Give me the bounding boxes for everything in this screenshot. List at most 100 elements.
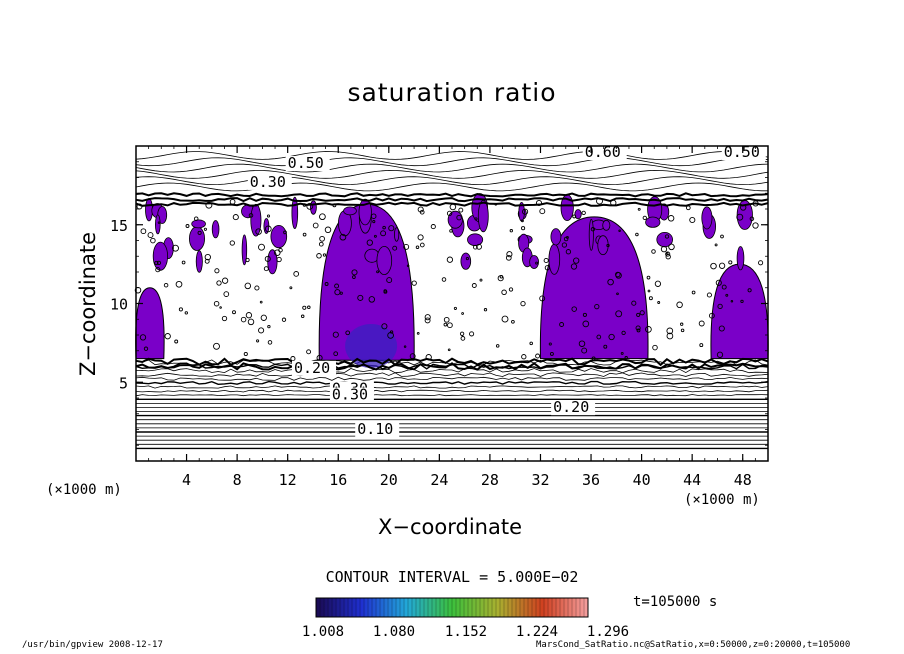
noise-contour <box>312 222 319 229</box>
noise-contour <box>388 225 395 232</box>
noise-contour <box>616 292 619 296</box>
noise-contour <box>718 325 725 332</box>
noise-contour <box>758 260 764 266</box>
noise-contour <box>264 255 271 262</box>
noise-contour <box>570 263 578 270</box>
noise-contour <box>535 261 539 265</box>
noise-contour <box>565 235 569 239</box>
noise-contour <box>449 203 457 211</box>
noise-contour <box>403 243 410 250</box>
x-tick-label: 44 <box>683 471 701 489</box>
noise-contour <box>607 278 614 286</box>
colorbar-tick-label: 1.152 <box>444 624 488 640</box>
noise-contour <box>150 237 156 244</box>
supersaturated-patch <box>550 228 562 246</box>
noise-contour <box>706 292 712 298</box>
noise-contour <box>506 251 513 258</box>
noise-contour <box>635 232 639 237</box>
noise-contour <box>381 323 388 330</box>
noise-contour <box>573 257 580 264</box>
noise-contour <box>266 214 271 218</box>
contour-label: 0.20 <box>553 398 589 416</box>
noise-contour <box>730 300 734 303</box>
noise-contour <box>508 287 514 292</box>
noise-contour <box>460 336 466 341</box>
supersaturated-patch <box>529 255 539 269</box>
noise-contour <box>631 300 637 306</box>
noise-contour <box>637 207 641 211</box>
supersaturated-patch <box>597 235 609 256</box>
noise-contour <box>178 307 183 312</box>
supersaturated-patch <box>241 234 248 266</box>
noise-contour <box>392 245 398 251</box>
contour-label-bg <box>355 422 400 438</box>
noise-contour <box>185 224 190 228</box>
noise-contour <box>736 213 744 221</box>
noise-contour <box>666 332 674 340</box>
noise-contour <box>175 280 183 288</box>
noise-contour <box>483 308 488 312</box>
noise-contour <box>680 328 685 333</box>
noise-contour <box>582 320 590 328</box>
noise-contour <box>615 310 623 318</box>
contour-label-bg <box>292 360 336 376</box>
noise-contour <box>680 322 684 326</box>
supersaturated-patch <box>602 219 611 231</box>
noise-contour <box>372 220 376 224</box>
noise-contour <box>245 257 250 263</box>
noise-contour <box>306 349 312 355</box>
noise-contour <box>370 213 377 219</box>
contour-label-bg <box>247 174 292 190</box>
contour-interval: CONTOUR INTERVAL = 5.000E−02 <box>325 568 579 586</box>
noise-contour <box>143 346 149 351</box>
noise-contour <box>229 240 235 246</box>
time-stamp: t=105000 s <box>633 594 718 610</box>
contour-label: 0.60 <box>585 143 621 161</box>
noise-contour <box>565 249 572 255</box>
noise-contour <box>164 333 171 340</box>
noise-contour <box>578 340 586 347</box>
noise-contour <box>293 271 300 277</box>
noise-contour <box>654 280 662 287</box>
contour-label-bg <box>329 387 374 403</box>
colorbar-tick-label: 1.224 <box>515 624 559 640</box>
noise-contour <box>307 305 311 310</box>
noise-contour <box>156 260 162 266</box>
x-tick-label: 36 <box>582 471 600 489</box>
noise-contour <box>290 356 296 362</box>
noise-contour <box>232 310 236 315</box>
noise-contour <box>572 214 577 219</box>
noise-contour <box>749 216 755 222</box>
noise-contour <box>535 199 543 207</box>
noise-contour <box>419 242 425 248</box>
noise-contour <box>172 244 179 252</box>
noise-contour <box>561 242 568 248</box>
supersaturated-patch <box>309 200 317 215</box>
supersaturated-patch <box>250 203 262 237</box>
noise-contour <box>447 322 453 329</box>
noise-contour <box>469 331 475 337</box>
noise-contour <box>647 289 651 293</box>
noise-contour <box>501 315 509 323</box>
x-tick-label: 40 <box>633 471 651 489</box>
noise-contour <box>247 318 255 326</box>
noise-contour <box>219 306 222 309</box>
noise-contour <box>698 320 705 327</box>
noise-contour <box>646 275 651 280</box>
noise-contour <box>155 267 161 273</box>
noise-contour <box>529 341 533 346</box>
noise-contour <box>720 234 724 239</box>
noise-contour <box>721 284 727 290</box>
noise-contour <box>636 328 641 333</box>
x-tick-label: 48 <box>734 471 752 489</box>
noise-contour <box>204 258 210 264</box>
noise-contour <box>624 356 628 360</box>
noise-contour <box>193 216 199 221</box>
noise-contour <box>691 290 696 295</box>
noise-contour <box>618 229 621 233</box>
noise-contour <box>718 262 726 269</box>
noise-contour <box>725 293 729 297</box>
noise-contour <box>635 325 641 331</box>
noise-contour <box>582 312 587 317</box>
noise-contour <box>352 275 356 279</box>
